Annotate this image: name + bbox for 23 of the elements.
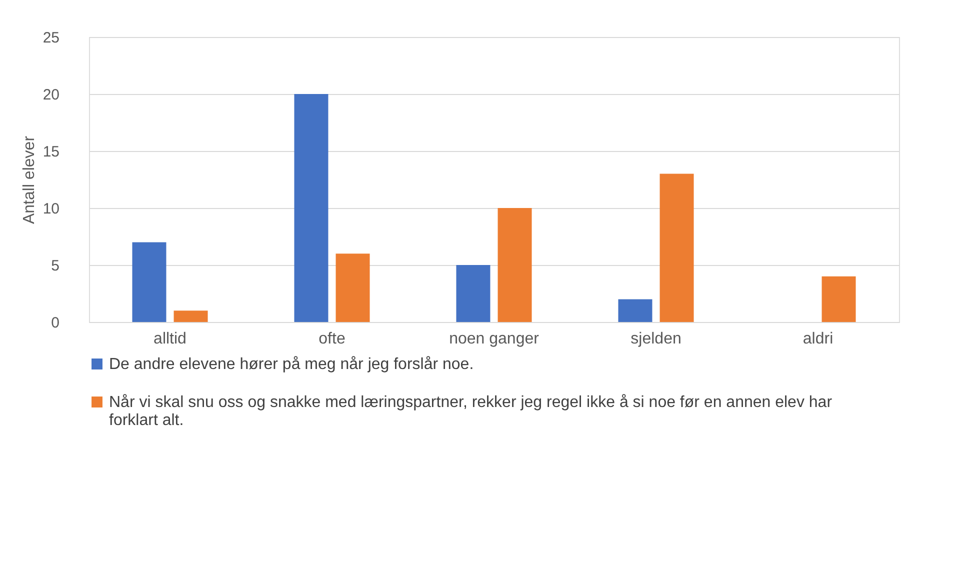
y-tick-label: 20	[42, 86, 60, 104]
x-tick-label: alltid	[154, 330, 186, 348]
y-tick-label: 25	[42, 30, 60, 46]
y-tick-label: 15	[42, 144, 60, 160]
y-tick-label: 5	[51, 258, 60, 274]
bar	[132, 242, 166, 322]
bar	[660, 174, 694, 322]
bar	[456, 265, 490, 322]
y-axis-title: Antall elever	[20, 135, 38, 224]
legend-label: De andre elevene hører på meg når jeg forslår noe.	[109, 356, 474, 373]
y-tick-label: 10	[42, 200, 60, 218]
legend-label: Når vi skal snu oss og snakke med læringspartner, rekker jeg regel ikke å si noe før en annen elev har forklart alt.	[109, 394, 833, 429]
x-tick-label: sjelden	[630, 330, 682, 348]
x-tick-label: noen ganger	[449, 330, 540, 348]
x-tick-label: ofte	[318, 330, 346, 348]
bar	[336, 254, 370, 322]
x-tick-label: aldri	[802, 330, 834, 348]
bar	[294, 94, 328, 322]
bar	[822, 276, 856, 322]
bar	[618, 299, 652, 322]
bar	[174, 310, 208, 322]
bar	[498, 208, 532, 322]
y-tick-label: 0	[51, 314, 60, 332]
